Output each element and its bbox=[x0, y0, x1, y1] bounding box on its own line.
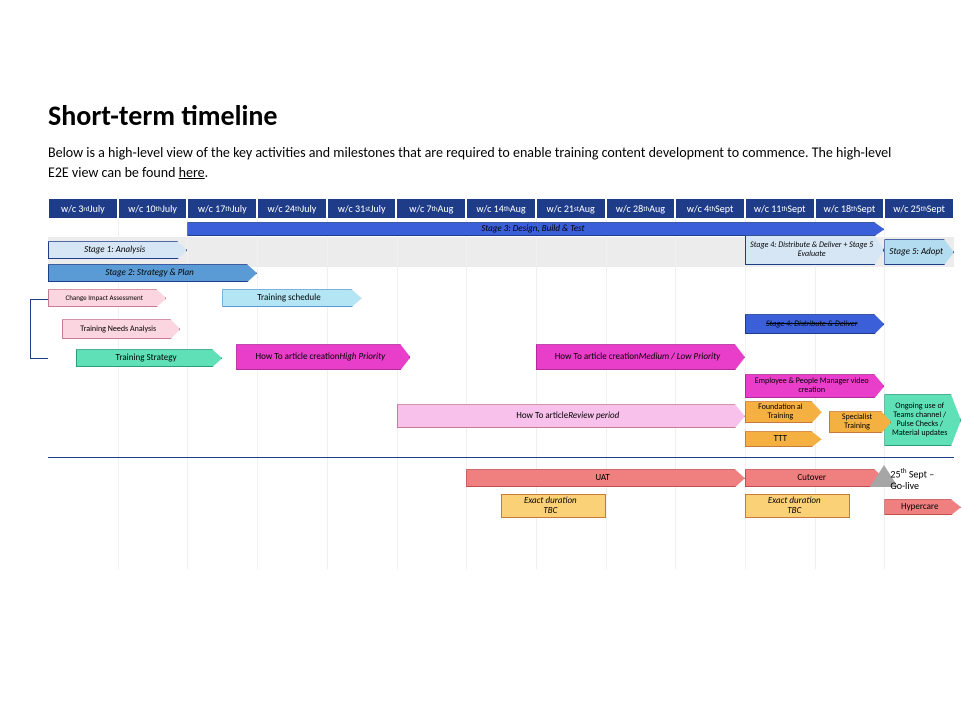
stage1-bar: Stage 1: Analysis bbox=[48, 241, 187, 259]
grid-line bbox=[397, 219, 398, 569]
header-cell: w/c 25th Sept bbox=[884, 198, 954, 219]
stage45-bar: Stage 4: Distribute & Deliver + Stage 5 … bbox=[745, 235, 884, 265]
tsch-bar: Training schedule bbox=[222, 289, 361, 307]
here-link[interactable]: here bbox=[179, 164, 205, 181]
golive-label: 25th Sept –Go-live bbox=[890, 467, 934, 490]
spec-bar: Specialist Training bbox=[829, 411, 892, 433]
timeline-canvas: Stage 3: Design, Build & TestStage 1: An… bbox=[48, 219, 954, 569]
dur2-bar: Exact durationTBC bbox=[745, 494, 850, 518]
stage3-bar: Stage 3: Design, Build & Test bbox=[187, 222, 884, 236]
subtitle-pre: Below is a high-level view of the key ac… bbox=[48, 144, 891, 181]
stage2-bar: Stage 2: Strategy & Plan bbox=[48, 264, 257, 282]
header-cell: w/c 17th July bbox=[187, 198, 257, 219]
video-bar: Employee & People Manager video creation bbox=[745, 374, 884, 398]
timeline-header: w/c 3rd Julyw/c 10th Julyw/c 17th Julyw/… bbox=[48, 198, 954, 219]
cia-bar: Change Impact Assessment bbox=[48, 289, 166, 307]
stage5-bar: Stage 5: Adopt bbox=[884, 239, 954, 265]
header-cell: w/c 11th Sept bbox=[745, 198, 815, 219]
header-cell: w/c 14th Aug bbox=[466, 198, 536, 219]
howto-med-bar: How To article creationMedium / Low Prio… bbox=[536, 344, 745, 370]
header-cell: w/c 7th Aug bbox=[396, 198, 466, 219]
cutover-bar: Cutover bbox=[745, 469, 884, 487]
grid-line bbox=[257, 219, 258, 569]
header-cell: w/c 4th Sept bbox=[675, 198, 745, 219]
hyper-bar: Hypercare bbox=[884, 499, 961, 515]
header-cell: w/c 3rd July bbox=[48, 198, 118, 219]
header-cell: w/c 24th July bbox=[257, 198, 327, 219]
ongoing-bar: Ongoing use of Teams channel / Pulse Che… bbox=[884, 394, 961, 446]
grid-line bbox=[327, 219, 328, 569]
tstrat-bar: Training Strategy bbox=[76, 349, 222, 367]
header-cell: w/c 18th Sept bbox=[815, 198, 885, 219]
grid-line bbox=[466, 219, 467, 569]
header-cell: w/c 10th July bbox=[118, 198, 188, 219]
tna-bar: Training Needs Analysis bbox=[62, 319, 180, 339]
stage4-bar: Stage 4: Distribute & Deliver bbox=[745, 314, 884, 334]
subtitle-post: . bbox=[205, 164, 209, 181]
grid-line bbox=[675, 219, 676, 569]
ttt-bar: TTT bbox=[745, 431, 822, 447]
page-subtitle: Below is a high-level view of the key ac… bbox=[48, 143, 914, 182]
separator-line bbox=[48, 457, 954, 458]
review-bar: How To articleReview period bbox=[397, 404, 746, 428]
timeline: w/c 3rd Julyw/c 10th Julyw/c 17th Julyw/… bbox=[48, 198, 954, 569]
found-bar: Foundation al Training bbox=[745, 401, 822, 423]
grid-line bbox=[606, 219, 607, 569]
header-cell: w/c 21st Aug bbox=[536, 198, 606, 219]
dur1-bar: Exact durationTBC bbox=[501, 494, 606, 518]
page-title: Short-term timeline bbox=[48, 98, 914, 133]
connector bbox=[30, 299, 48, 359]
uat-bar: UAT bbox=[466, 469, 745, 487]
howto-hi-bar: How To article creationHigh Priority bbox=[236, 344, 410, 370]
header-cell: w/c 31st July bbox=[327, 198, 397, 219]
header-cell: w/c 28th Aug bbox=[606, 198, 676, 219]
